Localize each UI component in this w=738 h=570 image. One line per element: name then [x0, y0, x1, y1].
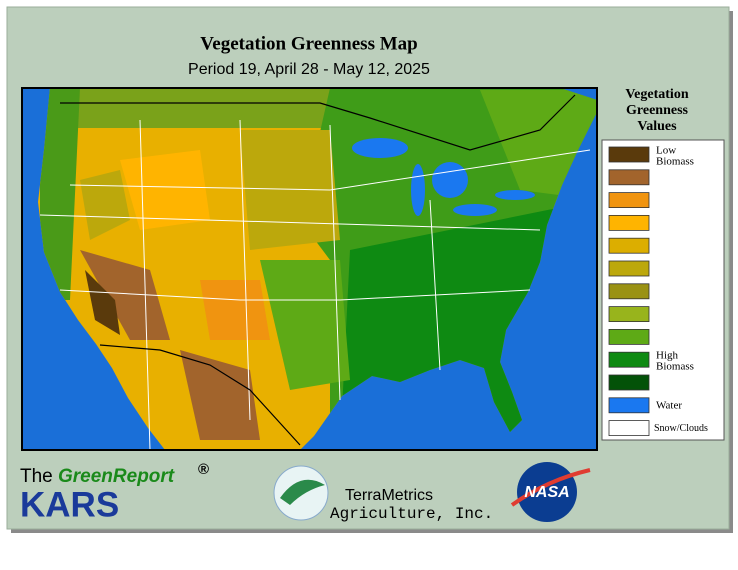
map-frame	[21, 87, 598, 451]
legend-title-line: Values	[637, 119, 677, 134]
legend-swatch	[608, 146, 650, 163]
terrametrics: TerraMetrics	[345, 487, 433, 504]
legend-title-line: Greenness	[626, 103, 689, 118]
agriculture: Agriculture, Inc.	[330, 505, 493, 523]
legend-swatch	[608, 328, 650, 345]
nasa: NASA	[524, 484, 569, 501]
legend-label: Biomass	[656, 156, 694, 168]
footer: The GreenReport ® KARS TerraMetrics Agri…	[20, 461, 591, 524]
legend-swatch	[608, 397, 650, 414]
green-report: GreenReport	[58, 466, 175, 487]
title: Vegetation Greenness Map	[200, 33, 417, 54]
legend-label: Biomass	[656, 361, 694, 373]
legend-swatch	[608, 306, 650, 323]
legend-swatch	[608, 283, 650, 300]
legend-label: Water	[656, 399, 682, 411]
the: The	[20, 466, 53, 487]
legend-swatch	[608, 260, 650, 277]
legend-swatch	[608, 374, 650, 391]
legend-swatch	[608, 351, 650, 368]
registered: ®	[198, 461, 209, 478]
legend-swatch	[608, 214, 650, 231]
legend-swatch	[608, 420, 650, 437]
subtitle: Period 19, April 28 - May 12, 2025	[188, 61, 430, 78]
legend-swatch	[608, 192, 650, 209]
terrametrics-leaf	[280, 479, 325, 505]
kars: KARS	[20, 485, 119, 524]
legend-label: Low	[656, 145, 676, 157]
legend-swatch	[608, 237, 650, 254]
legend-title-line: Vegetation	[625, 87, 688, 102]
legend-label: Snow/Clouds	[654, 423, 708, 434]
legend-swatch	[608, 169, 650, 186]
nasa-swoosh	[510, 468, 591, 507]
map	[21, 87, 598, 451]
legend-label: High	[656, 350, 679, 362]
